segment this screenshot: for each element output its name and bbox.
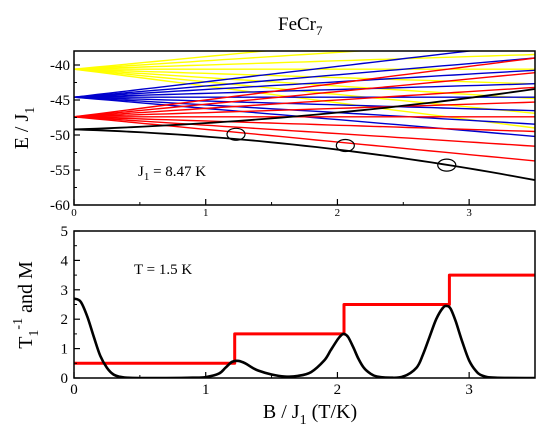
bottom-y-tick-label-1: 1 (61, 342, 69, 358)
top-y-tick-label-2: -50 (50, 128, 70, 144)
top-x-tick-label-3: 3 (466, 207, 472, 219)
energy-line-blue-6 (74, 96, 535, 125)
bottom-y-tick-label-2: 2 (61, 312, 69, 328)
energy-line-red-2 (74, 86, 535, 118)
energy-line-blue-0 (74, 51, 475, 98)
top-y-tick-label-3: -55 (50, 163, 70, 179)
top-x-tick-label-0: 0 (71, 207, 77, 219)
energy-line-yellow-1 (74, 51, 371, 70)
top-y-tick-label-4: -60 (50, 198, 70, 214)
energy-line-blue-3 (74, 83, 535, 98)
energy-axis-ticks: 0 1 2 3 -40 -45 -50 -55 -60 (50, 58, 472, 219)
energy-y-axis-label: E / J1 (11, 107, 38, 150)
chart-title: FeCr7 (278, 14, 323, 38)
x-axis-label: B / J1 (T/K) (263, 401, 357, 427)
relaxation-plot-frame (73, 230, 536, 379)
energy-line-red-6 (74, 116, 535, 147)
energy-line-red-5 (74, 116, 535, 133)
energy-annotation: J1 = 8.47 K (138, 164, 206, 183)
bottom-y-tick-label-3: 3 (61, 283, 69, 299)
temperature-annotation: T = 1.5 K (134, 262, 192, 278)
bottom-y-tick-label-0: 0 (61, 371, 69, 387)
relaxation-lines (74, 273, 535, 378)
energy-plot-frame (73, 50, 536, 206)
level-crossing-marks (226, 127, 457, 172)
energy-line-yellow-7 (74, 68, 535, 129)
energy-line-red-3 (74, 101, 535, 118)
energy-line-blue-2 (74, 69, 535, 98)
energy-line-black-1 (74, 128, 535, 181)
crossing-circle-0 (226, 127, 246, 141)
energy-line-red-7 (74, 116, 535, 162)
energy-line-blue-1 (74, 57, 535, 98)
top-y-tick-label-1: -45 (50, 93, 70, 109)
crossing-circle-2 (437, 158, 457, 172)
relaxation-plot: 0 1 2 3 0 1 2 3 4 5 T = 1.5 K T1-1 and M B / J1 (… (11, 224, 536, 427)
energy-line-yellow-4 (74, 68, 535, 85)
energy-line-yellow-2 (74, 53, 535, 70)
energy-plot: 0 1 2 3 -40 -45 -50 -55 -60 J1 = 8.47 K E / J1 (11, 50, 536, 219)
relaxation-rate-curve (74, 297, 535, 378)
energy-line-yellow-0 (74, 51, 273, 70)
top-x-tick-label-1: 1 (203, 207, 209, 219)
crossing-circle-1 (335, 138, 355, 153)
top-x-tick-label-2: 2 (335, 207, 341, 219)
bottom-x-tick-label-3: 3 (465, 382, 473, 398)
energy-level-lines (74, 51, 535, 181)
energy-line-yellow-6 (74, 68, 535, 114)
magnetization-step-line (74, 273, 535, 365)
bottom-x-tick-label-1: 1 (202, 382, 210, 398)
bottom-x-tick-label-2: 2 (334, 382, 342, 398)
energy-line-red-1 (74, 72, 535, 118)
relaxation-axis-ticks: 0 1 2 3 0 1 2 3 4 5 (61, 224, 473, 398)
relaxation-y-axis-label: T1-1 and M (11, 261, 42, 349)
bottom-y-tick-label-4: 4 (61, 253, 69, 269)
top-y-tick-label-0: -40 (50, 58, 70, 74)
energy-line-red-0 (74, 57, 535, 118)
energy-line-black-0 (74, 88, 535, 131)
bottom-y-tick-label-5: 5 (61, 224, 69, 240)
bottom-x-tick-label-0: 0 (70, 382, 78, 398)
energy-line-blue-5 (74, 96, 535, 112)
